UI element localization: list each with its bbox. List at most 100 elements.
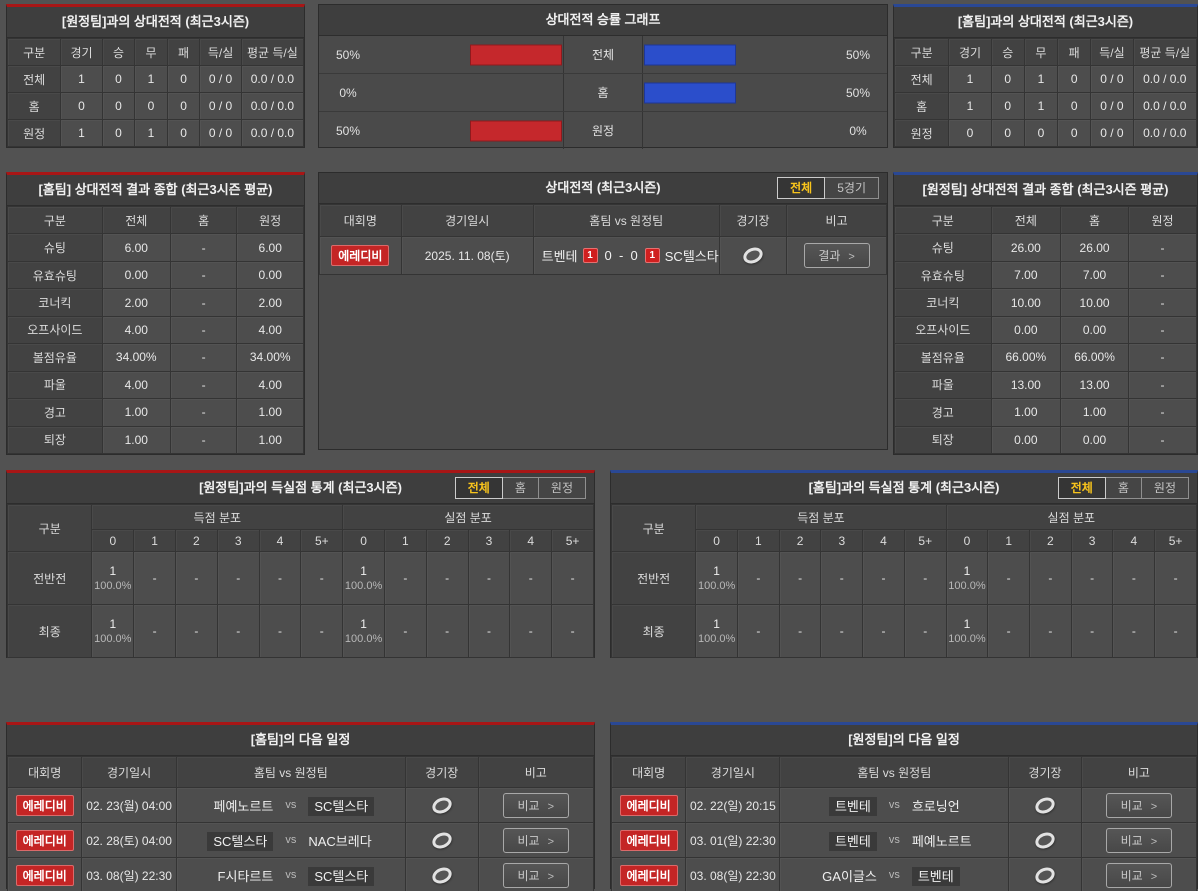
stat-cell: 0.00 — [1060, 315, 1130, 345]
right-bar-zone — [643, 112, 829, 149]
stat-cell: - — [1128, 260, 1197, 290]
distribution-cell: - — [551, 551, 594, 605]
row-label: 오프사이드 — [7, 315, 103, 345]
away-side: 1 SC텔스타 — [640, 246, 718, 265]
right-bar-zone — [643, 74, 829, 111]
stat-cell: 1 — [1023, 65, 1059, 93]
stadium-icon[interactable] — [1032, 864, 1058, 887]
stat-cell: 0 — [1057, 92, 1092, 120]
filter-tab[interactable]: 원정 — [1140, 477, 1189, 499]
row-label: 슈팅 — [7, 233, 103, 262]
match-percent: 100.0% — [948, 579, 986, 592]
column-header: 무 — [134, 38, 168, 66]
row-label: 유효슈팅 — [7, 260, 103, 290]
teams-cell: SC텔스타 vs NAC브레다 — [175, 822, 406, 858]
distribution-cell: - — [1029, 604, 1072, 658]
filter-tab[interactable]: 전체 — [454, 477, 503, 499]
compare-button[interactable]: 비교 > — [502, 862, 569, 888]
bin-header: 2 — [425, 529, 469, 552]
filter-tab[interactable]: 원정 — [537, 477, 586, 499]
compare-button[interactable]: 비교 > — [502, 827, 569, 853]
away-side: SC텔스타 — [308, 796, 404, 816]
left-percent-label: 50% — [335, 47, 361, 62]
distribution-cell: 1 100.0% — [91, 551, 135, 605]
stadium-icon[interactable] — [429, 829, 454, 852]
away-side: NAC브레다 — [308, 831, 404, 850]
stat-cell: 0 — [1057, 65, 1092, 93]
away-team-name: 흐로닝언 — [911, 798, 960, 814]
distribution-cell: - — [862, 551, 905, 605]
stat-cell: - — [1128, 315, 1197, 345]
compare-button[interactable]: 비교 > — [502, 792, 569, 818]
league-cell: 에레디비 — [610, 787, 687, 823]
stat-cell: 1 — [948, 92, 992, 120]
stadium-icon[interactable] — [740, 244, 766, 267]
panel-awayteam-schedule: [원정팀]의 다음 일정 대회명 경기일시 홈팀 vs 원정팀 경기장 비고 에레디비 02… — [610, 722, 1198, 891]
away-winrate-bar — [644, 82, 736, 103]
vs-label: vs — [285, 799, 297, 811]
bin-header: 4 — [509, 529, 553, 552]
row-label: 유효슈팅 — [894, 260, 992, 290]
match-count: 1 — [109, 563, 117, 578]
stat-cell: 0 / 0 — [199, 65, 242, 93]
stadium-icon[interactable] — [429, 794, 454, 817]
button-label: 비교 — [1120, 798, 1143, 813]
stadium-cell — [404, 787, 479, 823]
distribution-cell: - — [778, 604, 822, 658]
table-row: 유효슈팅 0.00-0.00 — [7, 260, 304, 290]
stat-cell: 0 — [948, 119, 992, 147]
filter-tab[interactable]: 홈 — [501, 477, 539, 499]
result-button[interactable]: 결과 > — [803, 243, 870, 268]
distribution-cell: - — [175, 551, 218, 605]
compare-button[interactable]: 비교 > — [1105, 827, 1172, 853]
league-badge: 에레디비 — [619, 794, 678, 816]
match-count: 1 — [360, 616, 367, 631]
table-row: 볼점유율 34.00% -34.00% — [7, 343, 304, 372]
bin-header: 0 — [695, 529, 738, 552]
stat-cell: 2.00 — [236, 288, 304, 317]
column-header: 득/실 — [199, 38, 242, 66]
panel-title: [원정팀]과의 득실점 통계 (최근3시즌) 전체 홈 원정 — [7, 473, 594, 504]
stadium-icon[interactable] — [1032, 794, 1058, 817]
stat-cell: 1 — [60, 119, 103, 147]
away-team-name: NAC브레다 — [308, 833, 372, 849]
filter-tab[interactable]: 전체 — [777, 177, 826, 199]
vs-label: vs — [285, 834, 297, 846]
panel-winrate-chart: 상대전적 승률 그래프 50% 전체 50% 0% 홈 50% 50% 원정 0% — [318, 4, 888, 149]
compare-button[interactable]: 비교 > — [1105, 792, 1172, 818]
compare-button[interactable]: 비교 > — [1105, 862, 1172, 888]
stadium-icon[interactable] — [1032, 829, 1058, 852]
home-side: 트벤테 — [781, 831, 877, 851]
filter-tab[interactable]: 홈 — [1104, 477, 1142, 499]
stat-cell: 1.00 — [1060, 398, 1130, 427]
distribution-cell: - — [1070, 604, 1114, 658]
stat-cell: 66.00% — [990, 343, 1062, 372]
column-header: 전체 — [101, 205, 171, 235]
distribution-cell: 1 100.0% — [342, 604, 385, 658]
bin-header: 0 — [342, 529, 385, 552]
stat-cell: - — [1128, 370, 1197, 400]
stat-cell: 0 — [134, 92, 168, 120]
filter-tab[interactable]: 전체 — [1057, 477, 1106, 499]
match-percent: 100.0% — [344, 632, 383, 645]
goal-stats-table: 구분 득점 분포 실점 분포 0 1 2 3 4 5+ 0 1 2 3 4 5+ 전반전 1 100.0% - - - -… — [6, 504, 594, 658]
distribution-cell: 1 100.0% — [91, 604, 135, 658]
stadium-icon[interactable] — [429, 864, 454, 887]
league-cell: 에레디비 — [6, 822, 83, 858]
distribution-cell: - — [820, 551, 864, 605]
distribution-cell: - — [903, 604, 947, 658]
column-header: 원정 — [236, 205, 304, 235]
button-label: 비교 — [1120, 868, 1143, 883]
stat-cell: - — [169, 398, 238, 427]
datetime-cell: 2025. 11. 08(토) — [400, 236, 534, 275]
filter-tab[interactable]: 5경기 — [824, 177, 879, 199]
row-label: 원정 — [893, 119, 950, 147]
panel-awayteam-result-summary: [원정팀] 상대전적 결과 종합 (최근3시즌 평균) 구분 전체 홈 원정 슈팅 26.… — [893, 172, 1198, 455]
table-row: 파울 4.00-4.00 — [7, 370, 304, 400]
winrate-chart-container: 50% 전체 50% 0% 홈 50% 50% 원정 0% — [319, 36, 887, 149]
distribution-cell: - — [987, 604, 1031, 658]
column-header: 경기장 — [718, 204, 788, 237]
panel-title: 상대전적 (최근3시즌) 전체 5경기 — [319, 173, 887, 204]
distribution-cell: - — [425, 604, 469, 658]
